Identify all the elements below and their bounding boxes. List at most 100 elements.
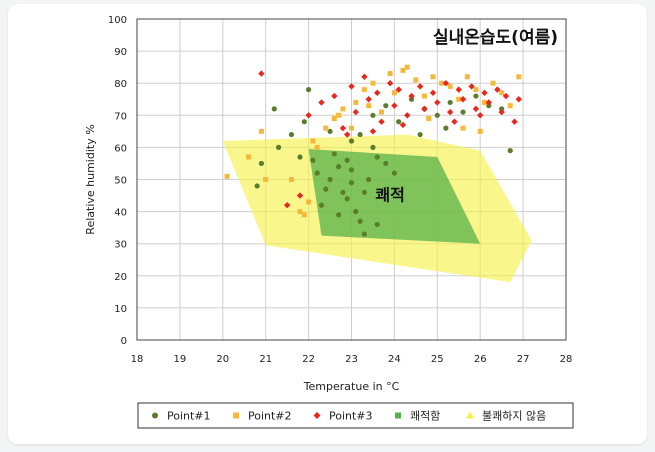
point3-marker: [477, 112, 484, 119]
point2-marker: [439, 80, 445, 86]
point1-marker: [275, 144, 282, 150]
point1-marker: [391, 170, 397, 176]
point3-marker: [399, 121, 407, 129]
y-tick-label: 100: [108, 15, 127, 26]
point2-marker: [314, 144, 320, 150]
point3-marker: [386, 80, 394, 87]
point2-marker: [349, 125, 354, 131]
point2-marker: [246, 154, 252, 160]
point3-marker: [498, 108, 505, 116]
point3-marker: [481, 89, 488, 97]
x-tick-label: 22: [302, 354, 315, 365]
y-tick-label: 50: [114, 176, 127, 187]
tick-labels: 18 19 20 21 22 23 24 25 26 27 28 0 10 20 30 40 50 60 70 80 9…: [108, 15, 572, 365]
point2-marker: [477, 128, 483, 134]
point1-marker: [370, 144, 376, 150]
point3-marker: [296, 192, 304, 199]
point3-marker: [258, 70, 265, 77]
x-tick-label: 18: [131, 354, 144, 365]
point3-marker: [502, 92, 510, 100]
point1-marker: [331, 151, 337, 157]
legend-item-5-label: 불쾌하지 않음: [482, 409, 546, 423]
point3-marker: [468, 83, 475, 90]
point2-marker: [263, 177, 269, 182]
legend-item-5-marker: [466, 411, 474, 419]
point2-marker: [473, 87, 479, 93]
x-tick-label: 28: [560, 354, 573, 365]
point3-marker: [395, 86, 402, 93]
legend-item-4-marker: [395, 412, 401, 419]
point3-marker: [374, 89, 381, 97]
point2-marker: [404, 64, 410, 70]
point1-marker: [443, 125, 449, 131]
point1-marker: [361, 189, 367, 195]
point3-marker: [318, 99, 325, 106]
point1-marker: [348, 180, 355, 186]
point3-marker: [344, 131, 351, 138]
point3-marker: [421, 105, 428, 113]
point2-marker: [379, 109, 385, 115]
point3-marker: [442, 80, 450, 87]
point3-marker: [455, 86, 462, 93]
point1-marker: [383, 160, 389, 167]
point1-marker: [348, 138, 355, 144]
point1-marker: [383, 103, 389, 109]
x-tick-label: 26: [474, 354, 487, 365]
point3-marker: [365, 96, 372, 103]
x-tick-label: 21: [259, 354, 272, 365]
comfort-region-label: 쾌적: [375, 186, 404, 205]
point1-marker: [314, 170, 320, 176]
y-axis-title: Relative humidity %: [84, 124, 97, 234]
point1-marker: [348, 167, 355, 173]
point2-marker: [288, 177, 294, 182]
point1-marker: [473, 93, 479, 99]
y-tick-label: 80: [114, 79, 127, 90]
y-tick-label: 40: [114, 208, 127, 219]
point1-marker: [507, 148, 513, 154]
point2-marker: [224, 173, 230, 179]
point1-marker: [357, 131, 363, 138]
y-tick-label: 70: [114, 111, 127, 122]
point3-marker: [459, 96, 467, 103]
point1-marker: [306, 87, 312, 93]
point3-marker: [331, 92, 338, 100]
legend-item-4-label: 쾌적함: [410, 410, 440, 423]
point3-marker: [348, 83, 355, 90]
x-tick-label: 23: [345, 354, 358, 365]
point2-marker: [387, 71, 393, 77]
point1-marker: [258, 160, 265, 167]
point2-marker: [464, 74, 470, 80]
point1-marker: [288, 131, 295, 138]
point1-marker: [396, 119, 402, 125]
point1-marker: [408, 96, 415, 102]
point2-marker: [447, 83, 453, 89]
point3-marker: [451, 118, 458, 125]
x-tick-label: 25: [431, 354, 444, 365]
point3-marker: [472, 105, 480, 113]
point1-marker: [486, 103, 492, 109]
x-tick-label: 19: [174, 354, 187, 365]
point2-marker: [499, 90, 505, 96]
point2-marker: [336, 112, 342, 118]
point2-marker: [353, 99, 359, 105]
point1-marker: [344, 196, 350, 202]
point1-marker: [327, 128, 333, 134]
point1-marker: [460, 109, 466, 115]
y-tick-label: 60: [114, 143, 127, 154]
point2-marker: [340, 106, 346, 112]
comfort-region: [308, 149, 481, 244]
point2-marker: [301, 212, 307, 218]
point1-marker: [357, 218, 363, 224]
point1-marker: [310, 157, 316, 163]
point3-marker: [352, 108, 359, 116]
point2-marker: [400, 67, 406, 73]
point1-marker: [374, 221, 380, 228]
legend-box: [137, 402, 574, 429]
point1-marker: [499, 106, 505, 112]
point3-marker: [283, 201, 291, 209]
point2-marker: [413, 77, 419, 83]
chart-title: 실내온습도(여름): [433, 28, 558, 48]
point3-marker: [391, 102, 398, 109]
x-axis-title: Temperatue in °C: [303, 380, 400, 393]
point3-marker: [515, 96, 523, 103]
